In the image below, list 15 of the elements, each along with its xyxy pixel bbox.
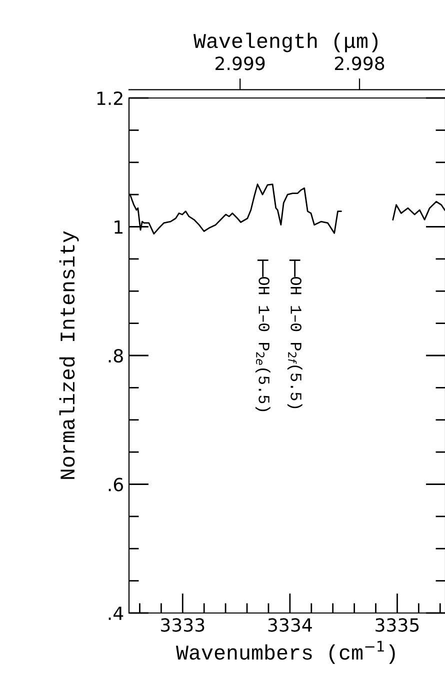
- x-tick-label: 3333: [161, 618, 204, 632]
- x2-axis-title: Wavelength (μm): [193, 32, 378, 52]
- y-tick-label: .8: [108, 348, 123, 363]
- x2-tick-label: 2.998: [334, 56, 384, 70]
- annotation: OH 1–0 P$_{2e}$(5.5): [255, 276, 270, 412]
- annotation: OH 1–0 P$_{2f}$(5.5): [287, 276, 302, 408]
- x2-tick-label: 2.999: [216, 56, 265, 70]
- x-tick-label: 3334: [268, 618, 312, 632]
- y-tick-label: .6: [108, 478, 124, 492]
- y-tick-label: 1: [114, 220, 122, 234]
- y-tick-label: .4: [108, 606, 124, 620]
- x-tick-label: 3335: [376, 618, 419, 632]
- y-tick-label: 1.2: [97, 91, 122, 105]
- y-axis-title: Normalized Intensity: [59, 231, 79, 479]
- x-axis-title: Wavenumbers (cm$^{−1}$): [176, 640, 395, 664]
